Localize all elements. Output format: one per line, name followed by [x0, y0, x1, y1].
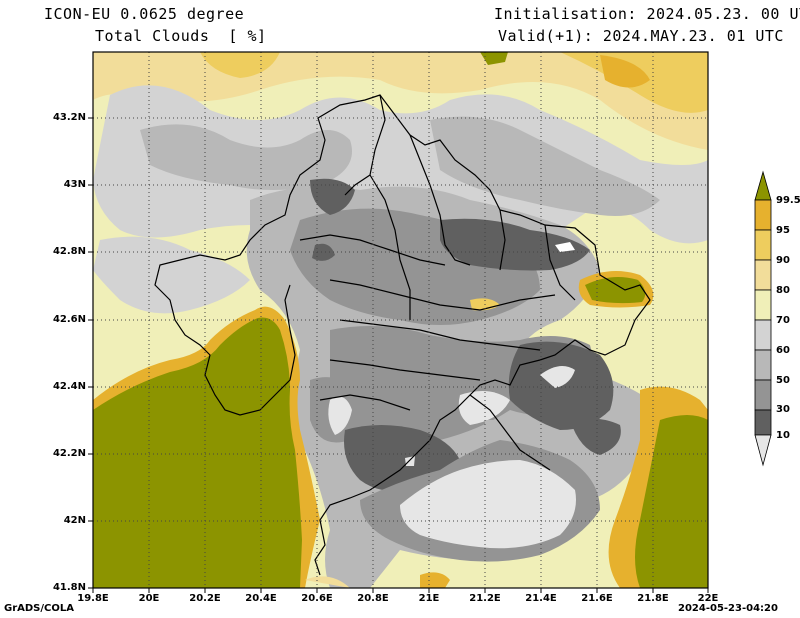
lon-label: 21.8E: [637, 593, 669, 604]
lat-label: 41.8N: [52, 582, 86, 593]
colorbar-cell: [754, 229, 772, 261]
colorbar: [754, 170, 772, 467]
lon-label: 20.6E: [301, 593, 333, 604]
colorbar-label: 60: [776, 345, 790, 356]
lon-label: 21.6E: [581, 593, 613, 604]
lon-label: 20.4E: [245, 593, 277, 604]
header-valid-time: Valid(+1): 2024.MAY.23. 01 UTC: [498, 27, 784, 45]
grid-lines: [93, 52, 708, 588]
colorbar-cell: [754, 379, 772, 411]
border-lines: [154, 94, 651, 576]
lat-label: 43.2N: [52, 112, 86, 123]
lat-label: 42.4N: [52, 381, 86, 392]
lon-label: 19.8E: [77, 593, 109, 604]
colorbar-cell: [754, 319, 772, 351]
lon-label: 20.2E: [189, 593, 221, 604]
header-init-time: Initialisation: 2024.05.23. 00 UTC: [494, 5, 800, 23]
colorbar-cell: [754, 259, 772, 291]
colorbar-cap-top: [754, 170, 772, 201]
footer-credit: GrADS/COLA: [4, 603, 74, 614]
colorbar-label: 70: [776, 315, 790, 326]
footer-timestamp: 2024-05-23-04:20: [678, 603, 778, 614]
colorbar-label: 99.5: [776, 195, 800, 206]
colorbar-label: 30: [776, 404, 790, 415]
lon-label: 21.2E: [469, 593, 501, 604]
lat-label: 42.6N: [52, 314, 86, 325]
axis-ticks: [88, 117, 709, 593]
lon-label: 21.4E: [525, 593, 557, 604]
colorbar-cap-bottom: [754, 434, 772, 467]
colorbar-cell: [754, 409, 772, 436]
lat-label: 42.2N: [52, 448, 86, 459]
lon-label: 20.8E: [357, 593, 389, 604]
lat-label: 42.8N: [52, 246, 86, 257]
colorbar-cell: [754, 289, 772, 321]
lon-label: 22E: [697, 593, 719, 604]
colorbar-cell: [754, 349, 772, 381]
lon-label: 21E: [418, 593, 440, 604]
colorbar-label: 10: [776, 430, 790, 441]
header-title-line1: ICON-EU 0.0625 degree: [44, 5, 245, 23]
colorbar-cell: [754, 199, 772, 231]
colorbar-label: 80: [776, 285, 790, 296]
lon-label: 20E: [138, 593, 160, 604]
header-title-line2: Total Clouds [ %]: [95, 27, 267, 45]
colorbar-label: 50: [776, 375, 790, 386]
colorbar-label: 90: [776, 255, 790, 266]
colorbar-label: 95: [776, 225, 790, 236]
lat-label: 42N: [63, 515, 86, 526]
lat-label: 43N: [63, 179, 86, 190]
